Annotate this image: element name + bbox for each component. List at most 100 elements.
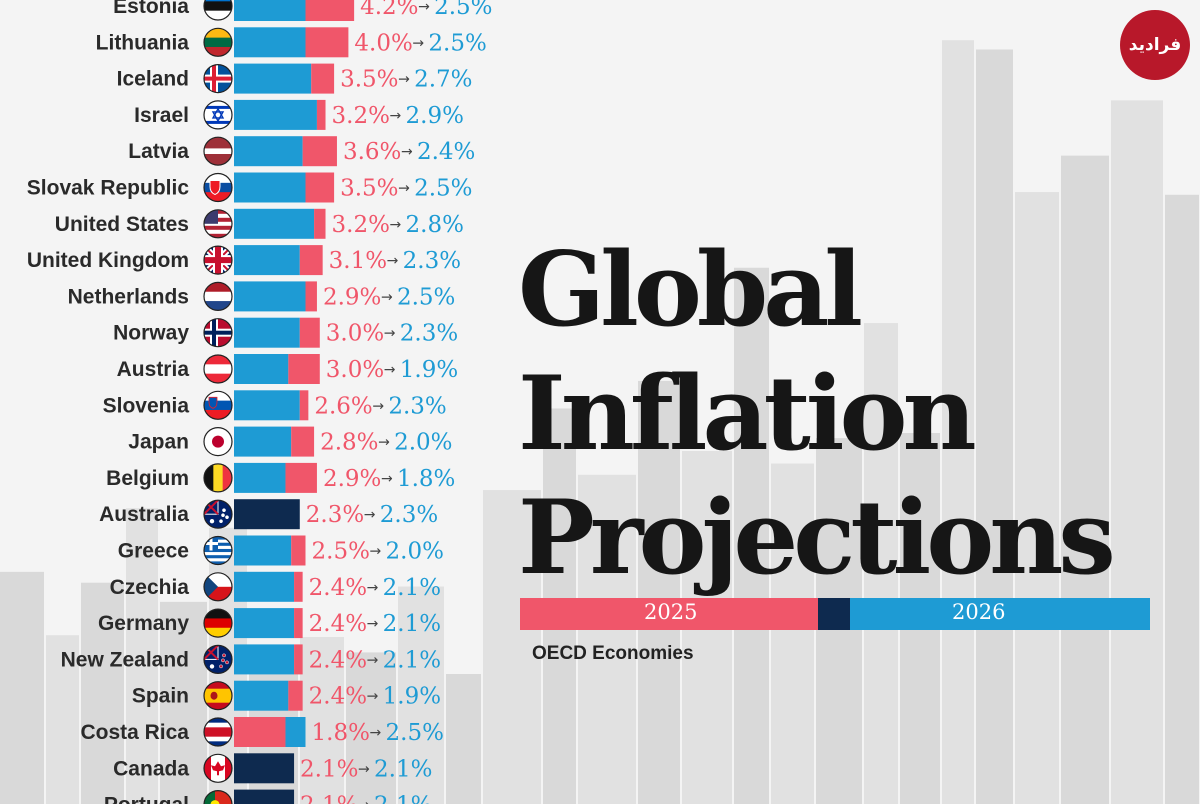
skyline-column — [864, 323, 898, 804]
country-label: Norway — [113, 322, 189, 345]
country-label: Australia — [99, 503, 189, 526]
inflation-bar-chart: Estonia 4.2% → 2.5%Lithuania 4.0% → 2.5%Icelan… — [27, 0, 493, 804]
skyline-column — [1111, 100, 1163, 804]
canada-flag-icon — [204, 754, 232, 783]
skyline-column — [160, 601, 207, 804]
value-label-2025: 2.3% — [306, 502, 364, 528]
chart-row: Germany 2.4% → 2.1% — [98, 608, 441, 639]
chart-row: United Kingdom 3.1% → 2.3% — [27, 245, 461, 276]
value-label-2025: 3.5% — [340, 67, 398, 93]
bar-2026 — [234, 208, 315, 239]
title-line-2: Inflation — [518, 354, 977, 474]
value-label-2026: 1.9% — [400, 357, 458, 383]
spain-flag-icon — [204, 681, 232, 710]
bar-2026 — [234, 27, 306, 58]
country-label: Canada — [113, 757, 189, 780]
chart-row: Spain 2.4% → 1.9% — [132, 680, 441, 711]
norway-flag-icon — [204, 318, 232, 347]
value-label-2025: 2.9% — [323, 284, 381, 310]
chart-row: Australia 2.3% → 2.3% — [99, 499, 438, 530]
skyline-column — [942, 40, 974, 804]
slovenia-flag-icon — [204, 391, 232, 420]
bar-2026 — [234, 535, 292, 566]
bar-2026 — [234, 99, 317, 130]
value-label-2025: 1.8% — [312, 720, 370, 746]
costa-rica-flag-icon — [204, 718, 232, 746]
arrow-glyph: → — [384, 362, 396, 378]
country-label: Portugal — [104, 794, 189, 804]
skyline-column — [483, 490, 541, 804]
bar-2025-extension — [305, 172, 335, 203]
bar-overlap — [234, 499, 300, 530]
value-label-2026: 2.4% — [417, 139, 475, 165]
lithuania-flag-icon — [204, 28, 232, 57]
estonia-flag-icon — [204, 0, 232, 20]
value-label-2026: 2.9% — [406, 103, 464, 129]
bar-2026 — [234, 281, 306, 312]
value-label-2026: 2.0% — [386, 539, 444, 565]
skyline-column — [300, 636, 344, 804]
value-label-2025: 3.0% — [326, 357, 384, 383]
value-label-2025: 3.0% — [326, 321, 384, 347]
chart-row: Czechia 2.4% → 2.1% — [110, 571, 441, 602]
value-label-2025: 2.5% — [312, 539, 370, 565]
country-label: Slovenia — [103, 394, 190, 417]
arrow-glyph: → — [401, 144, 413, 160]
country-label: Iceland — [117, 68, 189, 91]
bar-2025-extension — [285, 462, 317, 493]
chart-row: Norway 3.0% → 2.3% — [113, 317, 458, 348]
arrow-glyph: → — [372, 398, 384, 414]
skyline-column — [638, 380, 680, 804]
arrow-glyph: → — [381, 289, 393, 305]
country-label: Austria — [117, 358, 190, 381]
skyline-column — [46, 635, 79, 804]
bar-2026 — [234, 644, 295, 675]
skyline-column — [81, 582, 124, 804]
value-label-2025: 2.4% — [309, 647, 367, 673]
bar-2025-extension — [305, 281, 317, 312]
value-label-2026: 2.3% — [380, 502, 438, 528]
bar-2026 — [234, 245, 300, 276]
value-label-2026: 2.1% — [383, 647, 441, 673]
bar-2025-extension — [291, 426, 315, 457]
chart-row: Greece 2.5% → 2.0% — [118, 535, 444, 566]
bar-2026 — [234, 136, 303, 167]
bar-2025-extension — [299, 245, 323, 276]
country-label: Lithuania — [96, 31, 190, 54]
bar-2026 — [234, 462, 286, 493]
czechia-flag-icon — [204, 572, 232, 601]
bar-2025-extension — [294, 644, 303, 675]
logo-text: فرادید — [1128, 35, 1182, 55]
value-label-2026: 2.5% — [414, 176, 472, 202]
bar-2026 — [234, 0, 306, 21]
arrow-glyph: → — [370, 725, 382, 741]
bar-2025-extension — [314, 208, 326, 239]
arrow-glyph: → — [364, 507, 376, 523]
uk-flag-icon — [204, 246, 232, 275]
skyline-column — [1061, 155, 1109, 804]
chart-row: United States 3.2% → 2.8% — [55, 208, 464, 239]
israel-flag-icon — [204, 100, 232, 129]
chart-row: Estonia 4.2% → 2.5% — [113, 0, 493, 21]
value-label-2026: 2.1% — [383, 575, 441, 601]
arrow-glyph: → — [398, 72, 410, 88]
bar-overlap — [234, 789, 295, 804]
value-label-2025: 2.8% — [320, 430, 378, 456]
bar-2025-extension — [299, 317, 320, 348]
title-line-3: Projections — [518, 478, 1116, 598]
bar-2025-extension — [299, 390, 309, 421]
value-label-2026: 1.9% — [383, 684, 441, 710]
arrow-glyph: → — [358, 798, 370, 804]
country-label: Costa Rica — [80, 721, 189, 744]
bar-2026 — [234, 680, 289, 711]
country-label: Slovak Republic — [27, 177, 190, 200]
bar-2025-extension — [294, 571, 303, 602]
country-label: United States — [55, 213, 189, 236]
bar-2026 — [234, 426, 292, 457]
arrow-glyph: → — [378, 435, 390, 451]
chart-row: Costa Rica 1.8% → 2.5% — [80, 717, 444, 747]
belgium-flag-icon — [204, 463, 232, 492]
bar-2026 — [234, 390, 300, 421]
bar-2025 — [234, 717, 286, 747]
value-label-2026: 2.1% — [374, 793, 432, 804]
